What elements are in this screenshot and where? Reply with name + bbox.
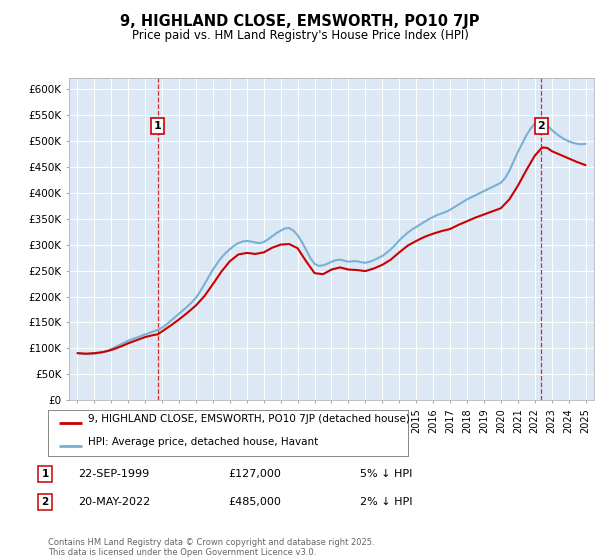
Text: Contains HM Land Registry data © Crown copyright and database right 2025.
This d: Contains HM Land Registry data © Crown c…	[48, 538, 374, 557]
Text: Price paid vs. HM Land Registry's House Price Index (HPI): Price paid vs. HM Land Registry's House …	[131, 29, 469, 42]
Text: 1: 1	[41, 469, 49, 479]
Text: HPI: Average price, detached house, Havant: HPI: Average price, detached house, Hava…	[88, 437, 318, 447]
Text: 9, HIGHLAND CLOSE, EMSWORTH, PO10 7JP: 9, HIGHLAND CLOSE, EMSWORTH, PO10 7JP	[120, 14, 480, 29]
Text: £485,000: £485,000	[228, 497, 281, 507]
Text: 2: 2	[41, 497, 49, 507]
Text: £127,000: £127,000	[228, 469, 281, 479]
Text: 20-MAY-2022: 20-MAY-2022	[78, 497, 150, 507]
Text: 2% ↓ HPI: 2% ↓ HPI	[360, 497, 413, 507]
Text: 1: 1	[154, 121, 161, 131]
Text: 5% ↓ HPI: 5% ↓ HPI	[360, 469, 412, 479]
Text: 22-SEP-1999: 22-SEP-1999	[78, 469, 149, 479]
Text: 2: 2	[537, 121, 545, 131]
Text: 9, HIGHLAND CLOSE, EMSWORTH, PO10 7JP (detached house): 9, HIGHLAND CLOSE, EMSWORTH, PO10 7JP (d…	[88, 414, 409, 424]
